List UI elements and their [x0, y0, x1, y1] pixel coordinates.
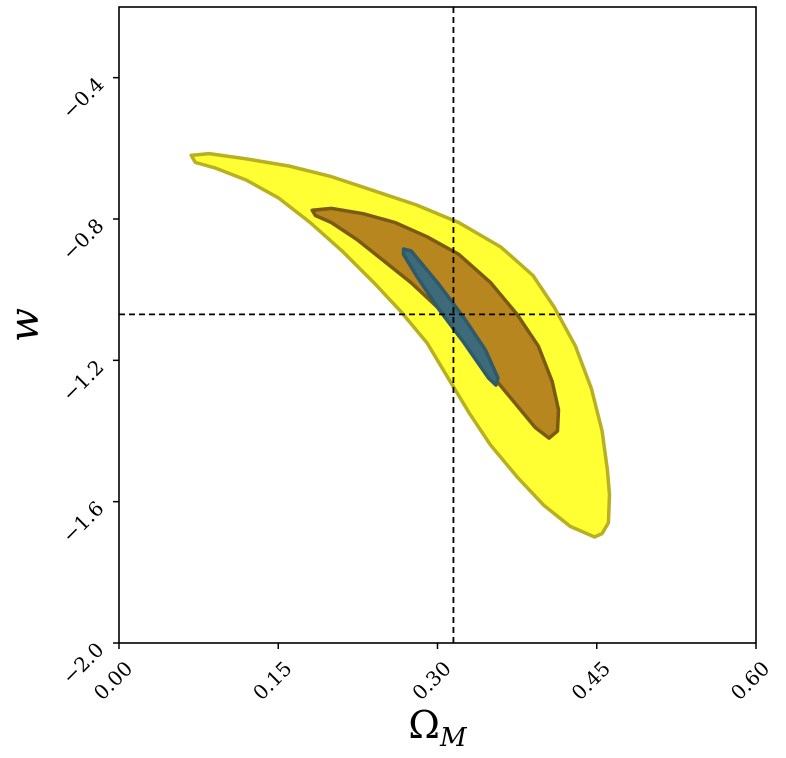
x-axis-label: ΩM — [408, 703, 468, 753]
y-tick-label: −0.8 — [57, 214, 108, 265]
reference-lines — [119, 7, 756, 643]
y-tick-label: −0.4 — [57, 72, 108, 123]
y-axis-label: w — [2, 308, 48, 342]
x-tick-label: 0.45 — [567, 656, 615, 704]
x-tick-label: 0.30 — [407, 656, 455, 704]
contour-region-outer — [189, 151, 612, 539]
contour-region-core — [401, 247, 500, 387]
y-axis-ticks: −0.4−0.8−1.2−1.6−2.0 — [57, 72, 119, 689]
x-tick-label: 0.60 — [726, 656, 774, 704]
x-axis-label-main: Ω — [408, 703, 440, 747]
x-axis-label-subscript: M — [439, 723, 468, 753]
x-axis-ticks: 0.00 0.15 0.30 0.45 0.60 — [89, 643, 774, 705]
y-tick-label: −1.2 — [57, 355, 108, 406]
x-tick-label: 0.15 — [248, 656, 296, 704]
y-tick-label: −1.6 — [57, 496, 108, 547]
contour-regions — [189, 151, 612, 539]
